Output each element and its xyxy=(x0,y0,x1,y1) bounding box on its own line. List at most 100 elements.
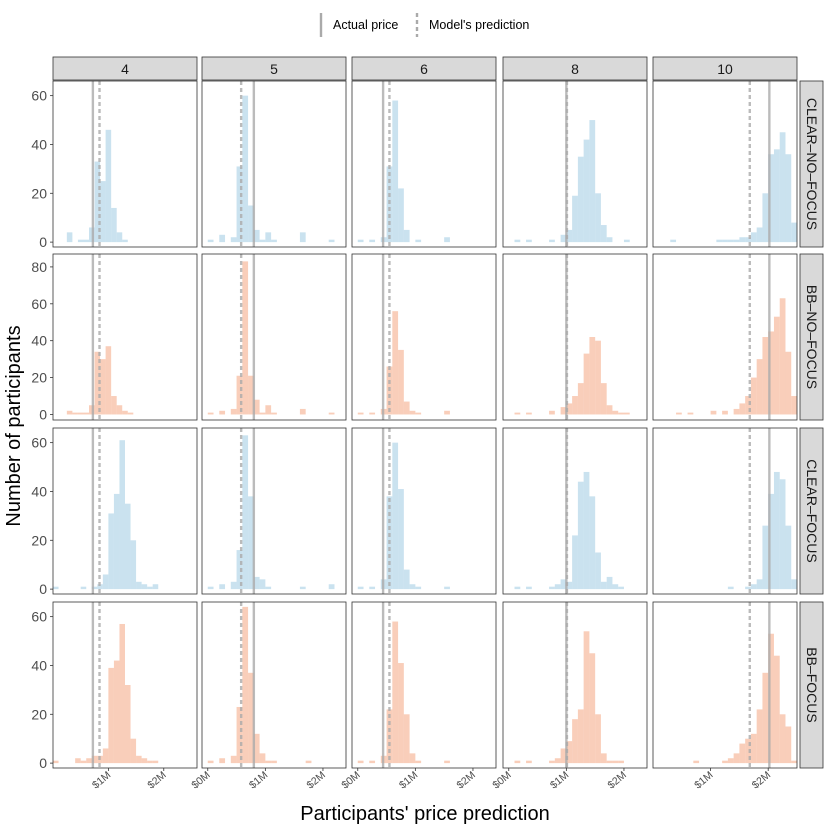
histogram-bar xyxy=(403,714,410,764)
histogram-bar xyxy=(745,396,751,415)
histogram-bar xyxy=(583,471,590,590)
panel-border xyxy=(52,80,198,248)
panel-plot-area xyxy=(514,428,653,594)
y-tick-label: 40 xyxy=(31,136,47,152)
histogram-bar xyxy=(750,232,757,243)
column-strip-4 xyxy=(52,56,198,81)
panel-plot-area xyxy=(53,602,159,768)
histogram-bar xyxy=(514,586,521,590)
histogram-bar xyxy=(357,239,364,243)
column-strip-5 xyxy=(201,56,347,81)
histogram-bar xyxy=(554,584,561,590)
histogram-bar xyxy=(398,663,404,764)
histogram-bar xyxy=(91,755,98,764)
histogram-bar xyxy=(733,239,740,243)
histogram-bar xyxy=(236,375,243,415)
histogram-bar xyxy=(600,581,607,590)
histogram-bar xyxy=(647,587,653,589)
panel-3-0: $1M $2M xyxy=(52,601,198,791)
panel-2-0 xyxy=(52,427,198,595)
histogram-bar xyxy=(125,503,131,590)
x-tick-label: $2M xyxy=(750,769,773,791)
histogram-bar xyxy=(102,574,109,590)
panel-border xyxy=(502,427,648,595)
histogram-bar xyxy=(265,586,272,590)
y-tick-label: 40 xyxy=(31,483,47,499)
histogram-bar xyxy=(236,706,243,764)
y-tick-label: 20 xyxy=(31,370,47,386)
histogram-bar xyxy=(756,709,763,764)
y-tick-label: 80 xyxy=(31,259,47,275)
histogram-bar xyxy=(259,579,266,590)
histogram-bar xyxy=(113,493,120,590)
histogram-bar xyxy=(242,261,249,415)
histogram-bar xyxy=(113,660,120,764)
x-tick-label: $1M xyxy=(90,769,113,791)
histogram-bar xyxy=(398,489,404,590)
histogram-bar xyxy=(722,410,728,415)
facet-grid: 4 5 6 8 10 CLEAR–NO–FOCUS 0 20 40 60 BB–NO–FOCUS 0 2… xyxy=(31,56,824,791)
x-tick-label: $2M xyxy=(455,769,478,791)
histogram-bar xyxy=(762,337,769,415)
histogram-bar xyxy=(116,232,123,243)
y-tick-label: 0 xyxy=(39,234,47,250)
histogram-bar xyxy=(756,359,763,415)
histogram-bar xyxy=(66,410,73,415)
column-strip-10 xyxy=(652,56,798,81)
panel-border xyxy=(502,253,648,421)
column-strip-8 xyxy=(502,56,648,81)
histogram-bar xyxy=(265,232,272,243)
histogram-bar xyxy=(398,349,404,415)
histogram-bar xyxy=(305,760,312,764)
histogram-bar xyxy=(768,633,774,764)
histogram-bar xyxy=(623,239,630,243)
histogram-bar xyxy=(152,760,159,764)
histogram-bar xyxy=(600,225,607,243)
histogram-bar xyxy=(768,493,774,590)
histogram-bar xyxy=(739,403,746,415)
row-strip-label: BB–NO–FOCUS xyxy=(804,285,820,389)
histogram-bar xyxy=(94,161,101,243)
histogram-bar xyxy=(526,586,532,590)
panel-plot-area xyxy=(514,254,630,420)
panel-plot-area xyxy=(207,81,433,247)
histogram-bar xyxy=(392,621,399,764)
y-tick-label: 20 xyxy=(31,185,47,201)
histogram-bar xyxy=(566,741,573,764)
histogram-bar xyxy=(577,156,584,243)
histogram-bar xyxy=(722,760,728,764)
histogram-bar xyxy=(86,758,92,764)
histogram-bar xyxy=(130,738,137,764)
x-tick-label: $1M xyxy=(548,769,571,791)
histogram-bar xyxy=(77,412,84,415)
panel-plot-area xyxy=(514,81,630,247)
panel-plot-area xyxy=(66,254,134,420)
histogram-bar xyxy=(773,149,780,243)
histogram-bar xyxy=(75,758,81,764)
panel-border xyxy=(201,601,347,769)
x-tick-label: $1M xyxy=(247,769,270,791)
histogram-bar xyxy=(72,412,78,415)
histogram-bar xyxy=(427,240,433,242)
histogram-bar xyxy=(136,755,142,764)
histogram-bar xyxy=(549,586,555,590)
row-strip xyxy=(799,253,824,421)
histogram-bar xyxy=(612,410,619,415)
x-tick-label: $2M xyxy=(305,769,328,791)
panel-plot-area xyxy=(357,254,450,420)
histogram-bar xyxy=(750,377,757,415)
panel-plot-area xyxy=(207,254,433,420)
histogram-bar xyxy=(427,413,433,415)
panel-border xyxy=(652,601,798,769)
histogram-bar xyxy=(219,410,226,415)
y-tick-label: 60 xyxy=(31,435,47,451)
row-strip-label: CLEAR–FOCUS xyxy=(804,459,820,562)
histogram-bar xyxy=(369,586,376,590)
histogram-bar xyxy=(572,195,578,243)
panel-border xyxy=(52,427,198,595)
histogram-bar xyxy=(403,229,410,243)
histogram-bar xyxy=(207,586,214,590)
histogram-bar xyxy=(600,753,607,764)
legend: Actual price Model's prediction xyxy=(319,13,529,37)
column-strip-label: 5 xyxy=(270,61,278,77)
